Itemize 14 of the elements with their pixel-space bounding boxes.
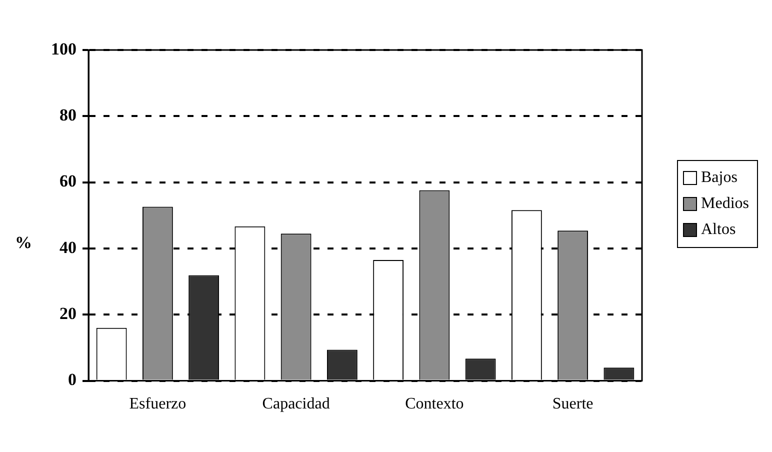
x-tick-label: Suerte xyxy=(552,396,594,413)
text: Bajos xyxy=(701,168,738,188)
legend-label: Altos xyxy=(701,220,736,240)
x-tick-label: Capacidad xyxy=(262,396,330,413)
x-tick-label: Esfuerzo xyxy=(129,396,186,413)
x-tick-label: Contexto xyxy=(405,396,464,413)
y-tick-label: 40 xyxy=(60,238,76,257)
y-tick-label: 0 xyxy=(68,370,76,390)
y-axis-title: % xyxy=(15,232,32,252)
y-tick-label: 60 xyxy=(60,172,76,191)
y-tick-label: 100 xyxy=(51,39,76,58)
legend-label: Medios xyxy=(701,194,749,214)
y-tick-label: 20 xyxy=(60,304,76,324)
y-tick-label: 80 xyxy=(60,106,76,125)
